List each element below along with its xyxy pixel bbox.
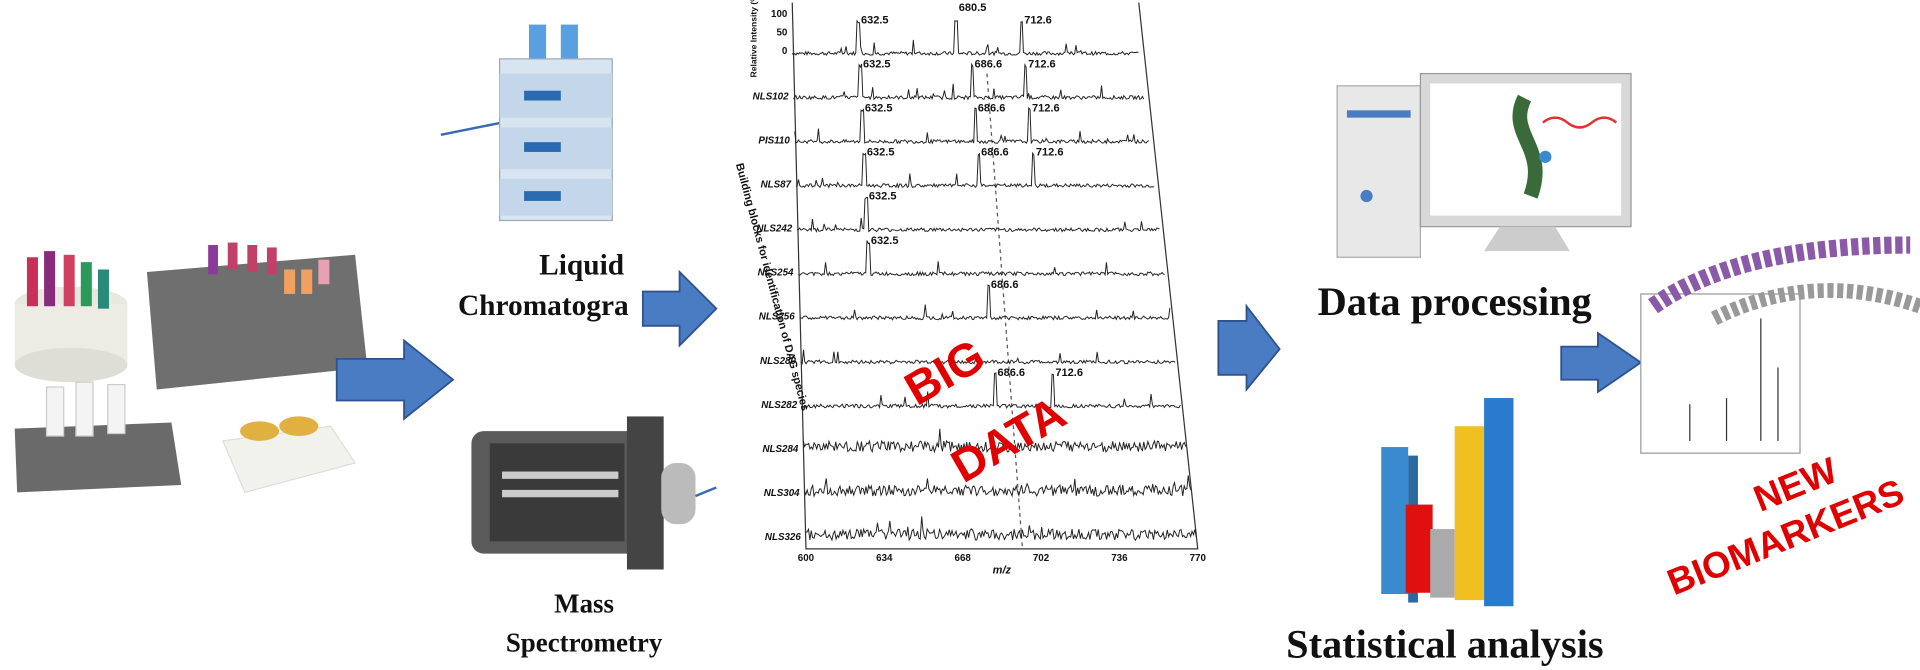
flow-arrow: [641, 269, 718, 348]
trace-name: NLS282: [761, 400, 797, 411]
trace-name: NLS256: [759, 312, 795, 323]
y-axis-label: Relative Intensity (%): [749, 0, 759, 77]
peak-label: 632.5: [863, 58, 891, 70]
reference-line: [986, 73, 1024, 549]
peak-label: 712.6: [1032, 103, 1060, 115]
peak-label: 712.6: [1028, 58, 1056, 70]
y-tick-label: 0: [782, 46, 788, 57]
peak-label: 686.6: [975, 58, 1003, 70]
peak-label: 632.5: [867, 147, 895, 159]
big-data-label: BIG: [896, 329, 994, 415]
peak-label: 686.6: [978, 103, 1006, 115]
x-tick-label: 600: [798, 553, 815, 564]
lc-label: Liquid: [539, 249, 624, 281]
peak-label: 686.6: [981, 147, 1009, 159]
computer-icon: [1336, 72, 1632, 258]
x-tick-label: 736: [1111, 553, 1128, 564]
trace-name: PIS110: [758, 135, 790, 146]
spectrum-trace: [793, 62, 1145, 101]
trace-name: NLS284: [762, 444, 798, 455]
trace-name: NLS280: [760, 356, 796, 367]
peak-label: 632.5: [865, 103, 893, 115]
lc-label: Chromatogra: [458, 290, 629, 322]
biomarker-image: [1640, 236, 1920, 454]
trace-name: NLS254: [758, 268, 794, 279]
ms-instrument: [471, 416, 717, 570]
peak-label: 632.5: [871, 235, 899, 247]
ms-label: Mass: [554, 588, 614, 618]
flow-arrow: [1560, 331, 1643, 394]
spectrum-trace: [799, 284, 1171, 321]
spectrum-trace: [804, 475, 1192, 498]
flow-arrow: [335, 338, 455, 421]
statistical-analysis-label: Statistical analysis: [1286, 622, 1604, 667]
spectrum-trace: [801, 372, 1181, 410]
x-tick-label: 702: [1033, 553, 1050, 564]
spectrum-trace: [802, 428, 1187, 454]
trace-name: NLS87: [761, 179, 792, 190]
x-axis-label: m/z: [993, 564, 1012, 576]
data-processing-label: Data processing: [1318, 279, 1592, 324]
axis-frame: [791, 2, 1199, 550]
spectrum-trace: [796, 196, 1160, 233]
peak-label: 632.5: [869, 191, 897, 203]
big-data-label: DATA: [942, 386, 1074, 492]
x-tick-label: 634: [876, 553, 893, 564]
spectrum-trace: [805, 516, 1197, 542]
peak-label: 632.5: [861, 14, 889, 26]
y-tick-label: 100: [771, 9, 788, 20]
peak-label: 686.6: [991, 279, 1019, 291]
peak-label: 686.6: [997, 367, 1025, 379]
x-tick-label: 770: [1190, 553, 1207, 564]
ms-label: Spectrometry: [506, 628, 663, 658]
trace-name: NLS326: [765, 532, 801, 543]
spectrum-trace: [791, 19, 1139, 57]
trace-name: NLS102: [753, 91, 789, 102]
x-tick-label: 668: [955, 553, 972, 564]
lc-instrument: [440, 24, 613, 222]
sample-racks: [14, 242, 368, 494]
spectrum-trace: [798, 240, 1165, 277]
bar-chart-icon: [1381, 398, 1514, 607]
peak-label: 712.6: [1036, 147, 1064, 159]
flow-arrow: [1217, 303, 1281, 393]
spectrum-trace: [800, 349, 1176, 366]
trace-name: NLS242: [756, 224, 792, 235]
y-tick-label: 50: [776, 28, 787, 39]
peak-label: 712.6: [1055, 367, 1083, 379]
peak-label: 680.5: [959, 2, 987, 14]
peak-label: 712.6: [1024, 14, 1052, 26]
spectrum-trace: [794, 106, 1150, 145]
trace-name: NLS304: [764, 488, 800, 499]
spectrum-trace: [795, 151, 1155, 189]
